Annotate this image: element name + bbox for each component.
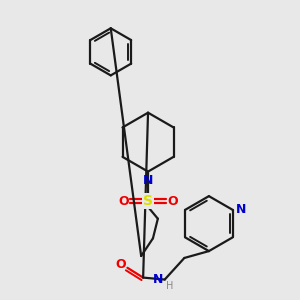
Text: N: N bbox=[143, 174, 153, 187]
Text: H: H bbox=[166, 280, 173, 290]
Text: O: O bbox=[167, 194, 178, 208]
Text: N: N bbox=[236, 203, 246, 216]
Text: N: N bbox=[153, 273, 164, 286]
Text: S: S bbox=[143, 194, 153, 208]
Text: O: O bbox=[118, 194, 129, 208]
Text: O: O bbox=[115, 258, 126, 271]
